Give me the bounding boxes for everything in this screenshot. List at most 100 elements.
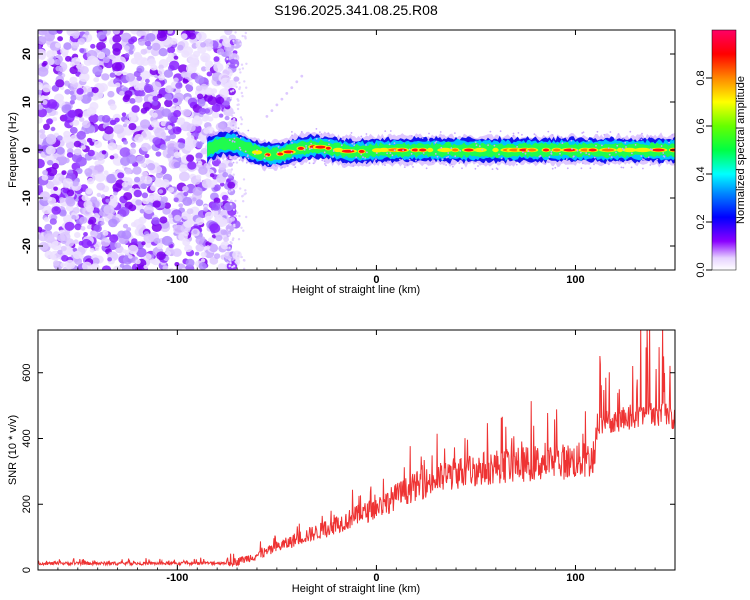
spectrogram-noise-blob: [178, 64, 189, 74]
spectrogram-speckle: [241, 159, 244, 162]
spectrogram-noise-blob: [123, 192, 133, 201]
spectrogram-noise-blob: [173, 110, 182, 118]
spectrogram-speckle: [623, 149, 625, 151]
spectrogram-noise-blob: [167, 52, 174, 59]
spectrogram-speckle: [291, 134, 293, 137]
spectrogram-speckle: [461, 167, 463, 170]
spectrogram-noise-blob: [51, 254, 57, 260]
spectrogram-noise-blob: [79, 216, 88, 224]
spectrogram-noise-blob: [56, 30, 63, 34]
spectrogram-speckle: [245, 62, 248, 65]
spectrogram-noise-blob: [141, 142, 151, 152]
spectrogram-noise-blob: [128, 244, 139, 255]
spectrogram-noise-blob: [39, 133, 47, 140]
spectrogram-noise-blob: [184, 244, 193, 253]
spectrogram-speckle: [323, 160, 326, 163]
spectrogram-noise-blob: [131, 105, 140, 113]
spectrogram-speckle: [452, 165, 454, 168]
spectrogram-noise-blob: [153, 66, 158, 70]
colorbar-tick-label: 0.8: [695, 70, 707, 85]
spectrogram-speckle: [617, 133, 620, 135]
spectrogram-speckle: [277, 151, 279, 154]
spectrogram-noise-blob: [81, 194, 89, 202]
spectrogram-noise-blob: [218, 201, 224, 206]
spectrogram-speckle: [389, 130, 392, 132]
snr-series-line: [38, 330, 675, 568]
spectrogram-noise-blob: [144, 153, 150, 159]
y-tick-label: -10: [21, 190, 33, 206]
spectrogram-noise-blob: [140, 107, 148, 114]
spectrogram-noise-blob: [100, 194, 106, 199]
spectrogram-speckle: [608, 163, 610, 166]
spectrogram-noise-blob: [80, 145, 86, 150]
spectrogram-noise-blob: [83, 200, 93, 209]
spectrogram-noise-blob: [107, 90, 115, 98]
spectrogram-noise-blob: [201, 55, 209, 62]
spectrogram-noise-blob: [188, 32, 196, 40]
spectrogram-noise-blob: [192, 186, 203, 196]
spectrogram-noise-blob: [195, 85, 203, 92]
spectrogram-speckle: [668, 141, 670, 144]
spectrogram-noise-blob: [138, 85, 145, 91]
spectrogram-speckle: [640, 155, 643, 157]
spectrogram-noise-blob: [38, 104, 44, 111]
spectrogram-noise-blob: [153, 237, 161, 244]
spectrogram-noise-blob: [172, 98, 179, 103]
spectrogram-speckle: [445, 164, 447, 166]
spectrogram-noise-blob: [64, 221, 75, 231]
spectrogram-speckle: [360, 153, 363, 156]
spectrogram-peak-core: [527, 148, 537, 152]
spectrogram-speckle: [498, 153, 500, 156]
spectrogram-noise-blob: [160, 179, 170, 188]
spectrogram-noise-blob: [166, 30, 174, 34]
spectrogram-speckle: [245, 161, 248, 164]
spectrogram-noise-blob: [218, 73, 229, 83]
spectrogram-speckle: [234, 63, 238, 67]
spectrogram-speckle: [227, 198, 230, 201]
spectrogram-speckle: [625, 146, 627, 148]
spectrogram-noise-blob: [107, 142, 117, 151]
spectrogram-speckle: [238, 159, 241, 161]
spectrogram-noise-blob: [94, 140, 103, 148]
spectrogram-speckle: [450, 147, 453, 150]
spectrogram-speckle: [386, 161, 389, 164]
spectrogram-noise-blob: [135, 56, 145, 66]
spectrogram-noise-blob: [147, 145, 152, 150]
spectrogram-speckle: [671, 138, 674, 141]
spectrogram-speckle: [439, 131, 442, 133]
colorbar-label: Normalized spectral amplitude: [735, 76, 747, 224]
spectrogram-speckle: [641, 158, 644, 161]
spectrogram-noise-blob: [128, 50, 134, 55]
spectrogram-noise-blob: [123, 45, 130, 51]
spectrogram-noise-blob: [124, 53, 130, 58]
spectrogram-noise-blob: [217, 263, 226, 270]
spectrogram-noise-blob: [164, 99, 173, 108]
spectrogram-noise-blob: [182, 46, 194, 56]
spectrogram-speckle: [240, 63, 244, 66]
spectrogram-noise-blob: [109, 119, 117, 126]
spectrogram-noise-blob: [144, 205, 154, 214]
spectrogram-noise-blob: [38, 117, 43, 124]
spectrogram-noise-blob: [123, 140, 128, 145]
spectrogram-noise-blob: [72, 180, 79, 187]
spectrogram-speckle: [355, 156, 358, 159]
spectrogram-speckle: [240, 255, 243, 259]
spectrogram-speckle: [638, 137, 641, 140]
spectrogram-noise-blob: [72, 119, 80, 126]
spectrogram-noise-blob: [104, 126, 114, 135]
spectrogram-noise-blob: [133, 70, 141, 78]
spectrogram-speckle: [233, 118, 236, 121]
spectrogram-speckle: [228, 258, 231, 261]
spectrogram-noise-blob: [42, 99, 48, 105]
spectrogram-speckle: [515, 163, 518, 166]
spectrogram-noise-blob: [181, 267, 187, 270]
spectrogram-noise-blob: [96, 192, 102, 197]
spectrogram-speckle: [320, 133, 323, 135]
spectrogram-noise-blob: [126, 154, 137, 164]
spectrogram-noise-blob: [197, 93, 204, 100]
spectrogram-noise-blob: [90, 230, 98, 238]
spectrogram-noise-blob: [38, 81, 44, 90]
spectrogram-speckle: [291, 131, 293, 133]
spectrogram-noise-blob: [38, 185, 43, 192]
spectrogram-peak-core: [341, 149, 355, 153]
